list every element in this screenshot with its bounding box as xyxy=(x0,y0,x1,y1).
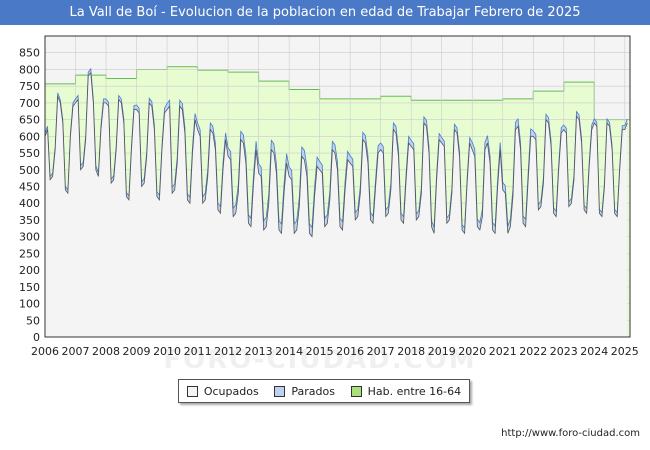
y-tick-label: 100 xyxy=(19,298,40,311)
y-tick-label: 550 xyxy=(19,147,40,160)
y-tick-label: 850 xyxy=(19,47,40,60)
legend: Ocupados Parados Hab. entre 16-64 xyxy=(178,379,470,403)
x-tick-label: 2011 xyxy=(184,345,212,358)
x-tick-label: 2006 xyxy=(31,345,59,358)
x-tick-label: 2020 xyxy=(458,345,486,358)
x-tick-label: 2013 xyxy=(245,345,273,358)
x-tick-label: 2007 xyxy=(62,345,90,358)
y-tick-label: 800 xyxy=(19,63,40,76)
y-tick-label: 500 xyxy=(19,164,40,177)
y-tick-label: 50 xyxy=(26,314,40,327)
y-tick-label: 0 xyxy=(33,331,40,344)
legend-swatch-parados xyxy=(274,385,286,397)
x-tick-label: 2008 xyxy=(92,345,120,358)
x-tick-label: 2014 xyxy=(275,345,303,358)
legend-item-parados: Parados xyxy=(274,385,335,398)
y-tick-label: 700 xyxy=(19,97,40,110)
x-tick-label: 2015 xyxy=(306,345,334,358)
x-tick-label: 2017 xyxy=(367,345,395,358)
legend-item-hab: Hab. entre 16-64 xyxy=(350,384,462,398)
x-tick-label: 2009 xyxy=(123,345,151,358)
x-tick-label: 2019 xyxy=(428,345,456,358)
x-tick-label: 2016 xyxy=(336,345,364,358)
y-tick-label: 450 xyxy=(19,181,40,194)
x-tick-label: 2022 xyxy=(519,345,547,358)
watermark: FORO-CIUDAD.COM xyxy=(163,345,477,375)
y-axis-ticks: 0 50 100 150 200 250 300 350 400 450 500 550 600 650 7… xyxy=(19,47,40,344)
plot-border xyxy=(44,35,631,338)
y-tick-label: 150 xyxy=(19,281,40,294)
legend-item-ocupados: Ocupados xyxy=(186,384,259,398)
y-tick-label: 650 xyxy=(19,114,40,127)
x-tick-label: 2025 xyxy=(611,345,639,358)
y-tick-label: 400 xyxy=(19,197,40,210)
y-tick-label: 200 xyxy=(19,264,40,277)
x-tick-label: 2021 xyxy=(489,345,517,358)
chart-title: La Vall de Boí - Evolucion de la poblaci… xyxy=(69,5,581,20)
source-url[interactable]: http://www.foro-ciudad.com xyxy=(501,428,640,439)
legend-swatch-ocupados xyxy=(186,385,198,397)
legend-label-hab: Hab. entre 16-64 xyxy=(367,384,462,398)
ocupados-area-layer xyxy=(44,71,628,338)
y-tick-label: 250 xyxy=(19,247,40,260)
legend-label-parados: Parados xyxy=(291,384,335,398)
y-tick-label: 600 xyxy=(19,130,40,143)
y-tick-label: 750 xyxy=(19,80,40,93)
x-axis-ticks: 2006 2007 2008 2009 2010 2011 2012 2013 2014 2015… xyxy=(31,345,639,358)
legend-swatch-hab xyxy=(350,385,362,397)
x-tick-label: 2012 xyxy=(214,345,242,358)
x-tick-label: 2023 xyxy=(550,345,578,358)
x-tick-label: 2024 xyxy=(580,345,608,358)
x-tick-label: 2010 xyxy=(153,345,181,358)
y-tick-label: 300 xyxy=(19,231,40,244)
title-bar xyxy=(0,0,650,25)
y-tick-label: 350 xyxy=(19,214,40,227)
ocupados-line xyxy=(44,71,628,238)
parados-line xyxy=(44,67,628,230)
ocupados-area xyxy=(45,72,628,338)
x-tick-label: 2018 xyxy=(397,345,425,358)
legend-label-ocupados: Ocupados xyxy=(203,384,259,398)
